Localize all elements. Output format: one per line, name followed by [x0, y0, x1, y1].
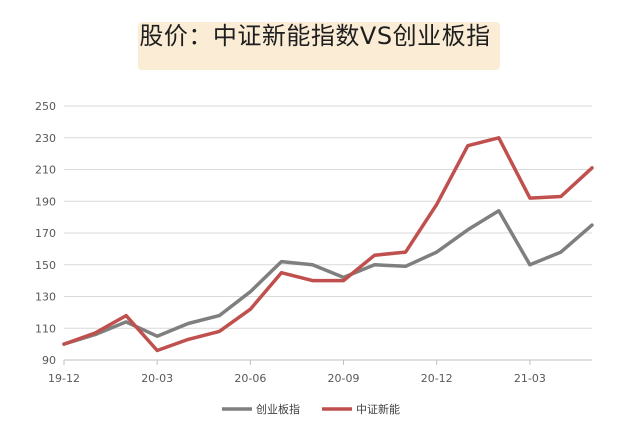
y-axis: 90 110 130 150 170 190 210 230 250 — [35, 100, 56, 367]
y-tick-label: 190 — [35, 195, 56, 208]
y-tick-label: 110 — [35, 322, 56, 335]
x-tick-label: 19-12 — [48, 372, 80, 385]
y-tick-label: 230 — [35, 132, 56, 145]
x-axis: 19-12 20-03 20-06 20-09 20-12 21-03 — [48, 360, 546, 385]
x-tick-label: 20-09 — [328, 372, 360, 385]
series-lines — [62, 136, 594, 353]
gridlines — [64, 105, 592, 361]
y-tick-label: 90 — [42, 354, 56, 367]
legend: 创业板指 中证新能 — [222, 402, 400, 416]
title-highlight — [138, 22, 500, 70]
y-tick-label: 150 — [35, 259, 56, 272]
y-tick-label: 130 — [35, 291, 56, 304]
series-line — [62, 209, 594, 346]
legend-label: 创业板指 — [256, 402, 300, 416]
y-tick-label: 170 — [35, 227, 56, 240]
x-tick-label: 21-03 — [514, 372, 546, 385]
x-tick-label: 20-12 — [421, 372, 453, 385]
y-tick-label: 250 — [35, 100, 56, 113]
chart-title-area: 股价：中证新能指数VS创业板指 — [0, 0, 630, 80]
chart-title: 股价：中证新能指数VS创业板指 — [139, 22, 491, 50]
x-tick-label: 20-03 — [141, 372, 173, 385]
series-line — [62, 136, 594, 353]
x-tick-label: 20-06 — [234, 372, 266, 385]
legend-label: 中证新能 — [356, 402, 400, 416]
y-tick-label: 210 — [35, 164, 56, 177]
